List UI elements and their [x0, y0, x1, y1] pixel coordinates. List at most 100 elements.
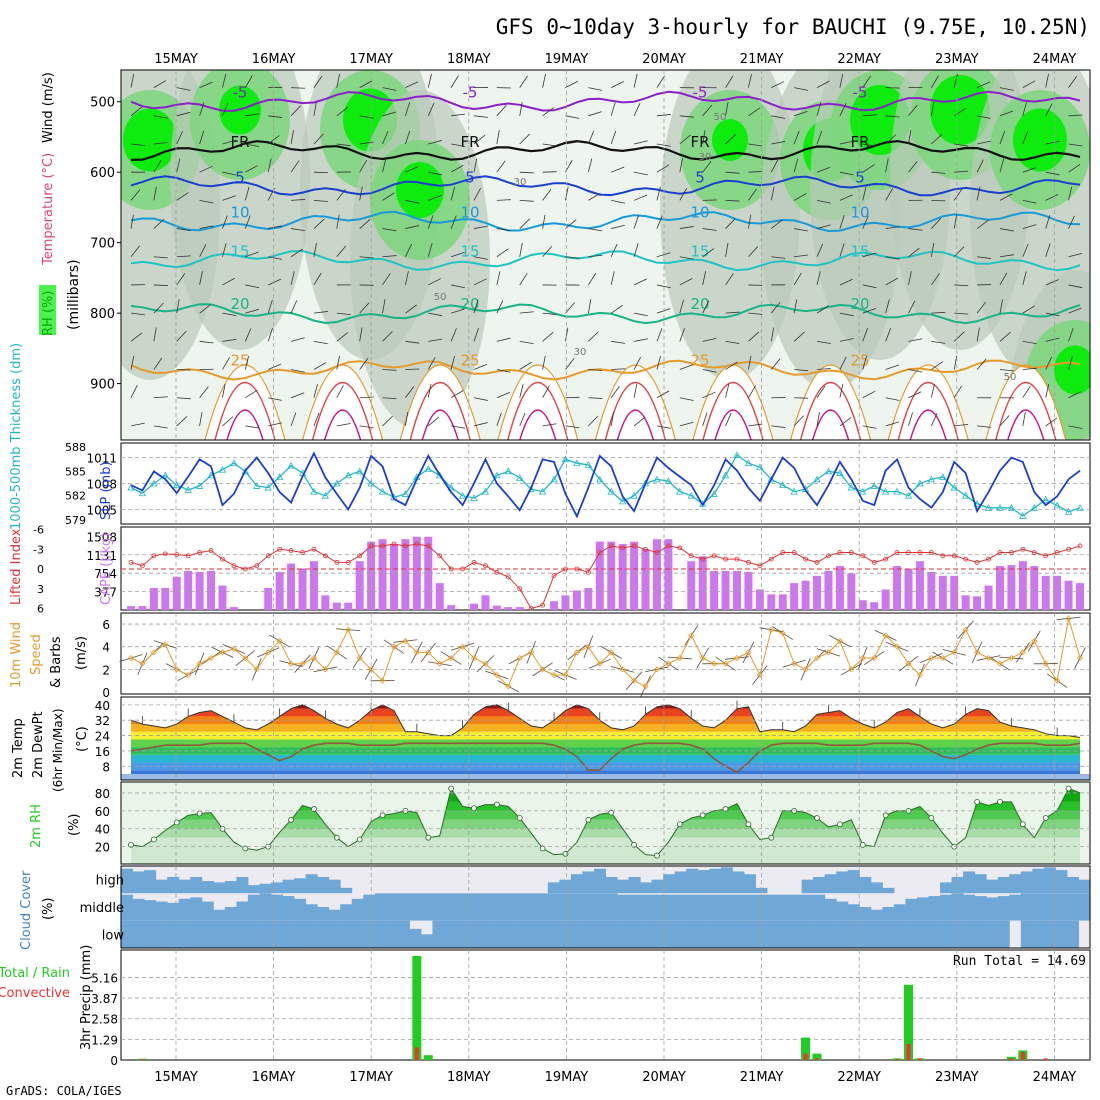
rh-point [128, 841, 134, 848]
cloud-cell [340, 887, 353, 894]
wind-barb [633, 356, 641, 370]
thickness-point [161, 471, 169, 479]
cloud-cell [951, 893, 964, 921]
warm-dome [594, 364, 676, 440]
wind-barb [999, 158, 1005, 173]
cape-bar [389, 544, 398, 610]
cloud-cell [201, 881, 214, 894]
cape-bar [184, 570, 193, 610]
li-point [437, 553, 443, 559]
li-point [1031, 550, 1037, 555]
cape-bar [504, 607, 513, 610]
top-date-label: 16MAY [252, 52, 296, 67]
cloud-cell [686, 868, 699, 894]
wind-barb [405, 244, 412, 257]
cape-bar [961, 595, 970, 610]
cape-bar [401, 539, 410, 610]
wind-barb [839, 338, 854, 342]
li-point [700, 556, 706, 562]
wind-barb [702, 412, 708, 427]
li-point [414, 541, 420, 547]
wind-barb [839, 312, 854, 317]
wind-barb [290, 160, 300, 173]
cloud-cell [317, 920, 330, 948]
thickness-point [836, 469, 844, 476]
wind-barb [816, 130, 823, 145]
wind-speed-point [733, 654, 741, 662]
cloud-cell [882, 907, 895, 921]
cape-bar [584, 588, 593, 610]
li-point [986, 556, 991, 562]
warm-dome [887, 364, 969, 440]
wind-barb [885, 364, 899, 370]
cloud-cell [374, 893, 387, 921]
cloud-cell [167, 876, 180, 894]
bottom-date-label: 22MAY [837, 1070, 881, 1085]
wind-barb [1045, 417, 1058, 427]
li-point [483, 563, 488, 569]
rh-contour-label: 50 [434, 292, 447, 303]
top-date-label: 20MAY [642, 52, 686, 67]
top-date-label: 17MAY [349, 52, 393, 67]
wind-speed-point [974, 649, 981, 656]
cloud-cell [282, 879, 295, 894]
li-point [151, 553, 157, 559]
wind-barb [313, 75, 323, 88]
wind-barb [222, 171, 237, 176]
thickness-point [561, 455, 570, 463]
wind-barb [1045, 312, 1060, 317]
wind-barb [451, 113, 466, 117]
wind-barb [725, 384, 730, 398]
wind-barb [976, 327, 980, 342]
cloud-cell [224, 881, 237, 894]
wind-barb [130, 189, 141, 201]
li-point [540, 602, 546, 608]
cape-tick-label: 377 [94, 586, 117, 600]
cloud-cell [905, 898, 918, 921]
temp-ylabel-1: 2m Temp [11, 718, 26, 778]
thickness-point [150, 479, 158, 487]
wind-barb [931, 75, 939, 88]
warm-dome [497, 364, 579, 440]
temp-frame [120, 696, 1091, 781]
li-point [391, 541, 397, 547]
cape-bar [641, 548, 650, 610]
wind-barb [679, 115, 694, 118]
rh-band [131, 837, 1080, 864]
wind-barb [428, 416, 440, 427]
wind-barb [1022, 367, 1037, 370]
wind-speed-point [631, 677, 638, 684]
wind-speed-point [288, 660, 295, 667]
wind-barb [885, 226, 900, 229]
cape-bar [915, 561, 924, 610]
li-point [528, 606, 534, 611]
wind-barb [771, 219, 783, 229]
isotherm-line [130, 249, 1081, 272]
cape-bar [778, 594, 787, 610]
wind-barb [359, 159, 368, 173]
precip-tick-label: 0 [110, 1054, 118, 1068]
wind-barb [427, 73, 432, 88]
warm-dome-core [226, 409, 264, 440]
cloud-cell [178, 898, 191, 921]
thickness-point [939, 473, 947, 480]
wind-barb [496, 300, 504, 314]
cloud-cell [974, 896, 987, 921]
wind-barb [1045, 103, 1053, 116]
cape-bar [767, 594, 776, 610]
li-point [231, 563, 237, 569]
cloud-cell [1055, 870, 1068, 894]
cloud-cell [455, 893, 468, 921]
wind-barb [725, 218, 736, 229]
wind-barb [679, 421, 694, 427]
wind-barb [176, 158, 181, 173]
wind-barb [679, 158, 683, 173]
wind-barb [153, 115, 168, 119]
wind-barb [245, 308, 259, 314]
cloud-level-label: middle [80, 901, 124, 916]
cape-bar [264, 588, 273, 610]
wind-barb [588, 228, 603, 232]
wind-barb [428, 171, 443, 176]
cape-bar [698, 556, 707, 610]
